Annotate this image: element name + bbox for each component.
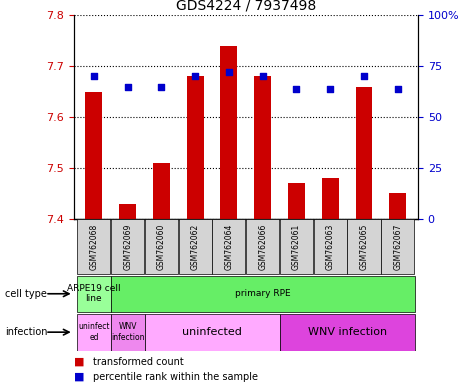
Text: GSM762063: GSM762063 — [326, 223, 335, 270]
Bar — [153, 163, 170, 219]
Bar — [187, 76, 204, 219]
FancyBboxPatch shape — [246, 219, 279, 274]
Point — [259, 73, 266, 79]
Title: GDS4224 / 7937498: GDS4224 / 7937498 — [176, 0, 316, 13]
Text: uninfect
ed: uninfect ed — [78, 323, 110, 342]
Text: cell type: cell type — [5, 289, 47, 299]
Text: percentile rank within the sample: percentile rank within the sample — [93, 372, 257, 382]
Point — [124, 84, 132, 90]
FancyBboxPatch shape — [77, 219, 110, 274]
FancyBboxPatch shape — [280, 219, 313, 274]
Text: WNV infection: WNV infection — [307, 327, 387, 337]
Bar — [254, 76, 271, 219]
Point — [225, 69, 233, 75]
Bar — [322, 178, 339, 219]
Point — [90, 73, 98, 79]
FancyBboxPatch shape — [144, 314, 280, 351]
Text: ARPE19 cell
line: ARPE19 cell line — [67, 284, 121, 303]
Text: GSM762065: GSM762065 — [360, 223, 369, 270]
Bar — [356, 87, 372, 219]
FancyBboxPatch shape — [381, 219, 414, 274]
FancyBboxPatch shape — [314, 219, 347, 274]
Text: GSM762060: GSM762060 — [157, 223, 166, 270]
FancyBboxPatch shape — [111, 276, 415, 312]
FancyBboxPatch shape — [111, 219, 144, 274]
Text: uninfected: uninfected — [182, 327, 242, 337]
Text: ■: ■ — [74, 357, 84, 367]
Text: GSM762067: GSM762067 — [393, 223, 402, 270]
FancyBboxPatch shape — [145, 219, 178, 274]
FancyBboxPatch shape — [347, 219, 380, 274]
Text: GSM762068: GSM762068 — [89, 223, 98, 270]
Text: GSM762064: GSM762064 — [224, 223, 233, 270]
Text: WNV
infection: WNV infection — [111, 323, 144, 342]
Point — [158, 84, 165, 90]
Point — [360, 73, 368, 79]
FancyBboxPatch shape — [212, 219, 246, 274]
Bar — [86, 92, 102, 219]
Bar — [288, 183, 305, 219]
Text: transformed count: transformed count — [93, 357, 183, 367]
Text: GSM762066: GSM762066 — [258, 223, 267, 270]
FancyBboxPatch shape — [280, 314, 415, 351]
Text: GSM762061: GSM762061 — [292, 223, 301, 270]
Point — [394, 86, 401, 92]
FancyBboxPatch shape — [111, 314, 144, 351]
Text: infection: infection — [5, 327, 47, 337]
FancyBboxPatch shape — [77, 314, 111, 351]
FancyBboxPatch shape — [77, 276, 111, 312]
Point — [293, 86, 300, 92]
Text: GSM762069: GSM762069 — [123, 223, 132, 270]
Text: GSM762062: GSM762062 — [190, 223, 200, 270]
Text: primary RPE: primary RPE — [235, 289, 291, 298]
Text: ■: ■ — [74, 372, 84, 382]
Point — [326, 86, 334, 92]
Point — [191, 73, 199, 79]
FancyBboxPatch shape — [179, 219, 212, 274]
Bar — [220, 46, 238, 219]
Bar — [390, 194, 406, 219]
Bar — [119, 204, 136, 219]
